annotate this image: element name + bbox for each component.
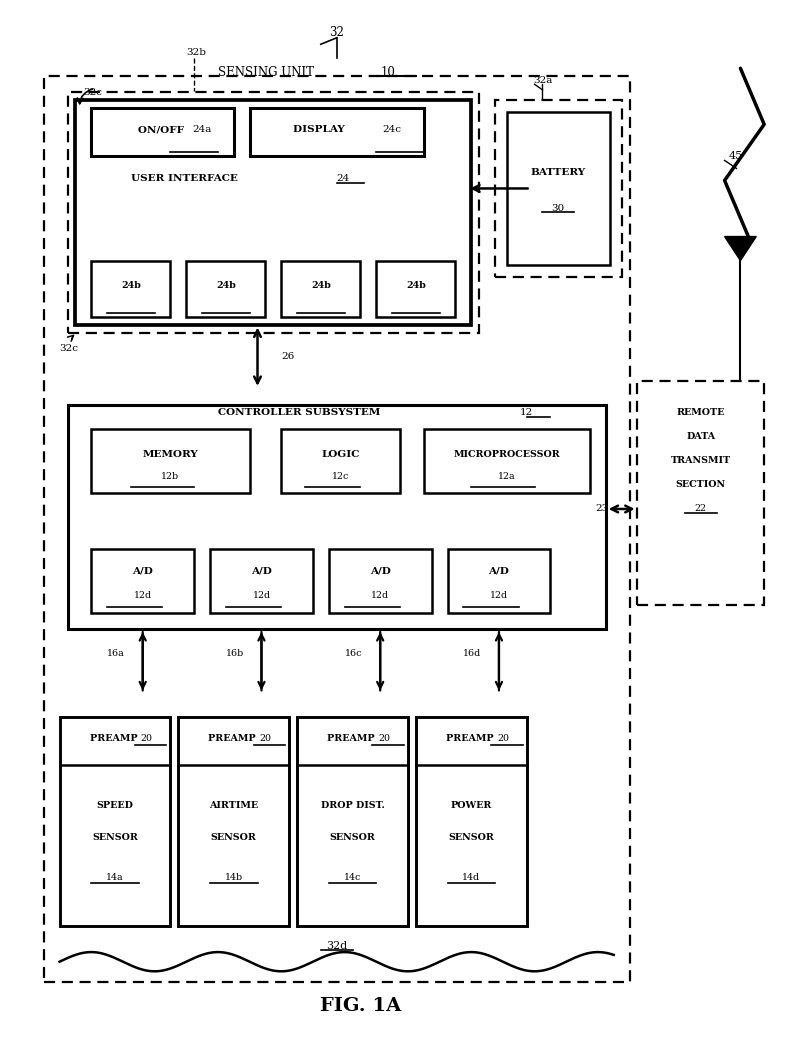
Text: 12d: 12d [252, 591, 270, 600]
Text: 12b: 12b [162, 472, 179, 481]
Bar [329, 549, 432, 613]
Bar [297, 717, 408, 926]
Text: BATTERY: BATTERY [530, 168, 586, 177]
Bar [507, 112, 610, 265]
Bar [424, 428, 590, 492]
Text: 32b: 32b [186, 47, 206, 57]
Text: 12d: 12d [134, 591, 152, 600]
Text: 23: 23 [595, 504, 609, 513]
Bar [67, 92, 479, 333]
Text: 32c: 32c [83, 88, 102, 97]
Text: DATA: DATA [686, 433, 715, 441]
Text: 16c: 16c [345, 649, 362, 657]
Text: MICROPROCESSOR: MICROPROCESSOR [454, 450, 560, 459]
Text: 14b: 14b [225, 873, 243, 882]
Text: A/D: A/D [251, 567, 272, 576]
Text: 20: 20 [378, 734, 390, 743]
Text: 32c: 32c [59, 344, 78, 353]
Text: TRANSMIT: TRANSMIT [670, 457, 731, 465]
Text: A/D: A/D [489, 567, 510, 576]
Text: PREAMP: PREAMP [446, 734, 497, 743]
Text: PREAMP: PREAMP [327, 734, 378, 743]
Bar [250, 108, 424, 156]
Text: 24b: 24b [121, 281, 141, 290]
Text: FIG. 1A: FIG. 1A [320, 996, 401, 1014]
Text: PREAMP: PREAMP [208, 734, 259, 743]
Text: 32d: 32d [326, 941, 347, 950]
Bar [376, 260, 455, 317]
Text: LOGIC: LOGIC [322, 450, 360, 459]
Bar [210, 549, 313, 613]
Text: 30: 30 [552, 204, 565, 213]
Text: DROP DIST.: DROP DIST. [321, 801, 385, 810]
Text: 24: 24 [337, 174, 350, 184]
Bar [638, 381, 764, 605]
Text: 16b: 16b [226, 649, 244, 657]
Text: SENSOR: SENSOR [448, 833, 494, 842]
Bar [495, 101, 622, 276]
Text: SENSOR: SENSOR [211, 833, 257, 842]
Bar [75, 101, 471, 324]
Text: 12d: 12d [371, 591, 390, 600]
Text: 32a: 32a [533, 76, 552, 85]
Text: 24b: 24b [406, 281, 426, 290]
Bar [44, 77, 630, 982]
Bar [282, 260, 361, 317]
Text: 12: 12 [520, 408, 534, 417]
Text: REMOTE: REMOTE [677, 408, 725, 417]
Text: 12d: 12d [490, 591, 508, 600]
Text: 20: 20 [497, 734, 509, 743]
Text: 12a: 12a [498, 472, 516, 481]
Bar [91, 260, 170, 317]
Text: 14c: 14c [344, 873, 361, 882]
Text: 14d: 14d [462, 873, 480, 882]
Bar [67, 405, 606, 629]
Text: CONTROLLER SUBSYSTEM: CONTROLLER SUBSYSTEM [218, 408, 384, 417]
Text: 10: 10 [380, 66, 395, 79]
Text: A/D: A/D [132, 567, 153, 576]
Text: SECTION: SECTION [676, 481, 726, 489]
Text: 24a: 24a [192, 125, 212, 134]
Bar [447, 549, 550, 613]
Text: SENSOR: SENSOR [92, 833, 138, 842]
Text: 20: 20 [141, 734, 153, 743]
Text: 22: 22 [695, 504, 707, 513]
Bar [91, 549, 194, 613]
Text: 45: 45 [729, 151, 742, 162]
Text: 14a: 14a [106, 873, 124, 882]
Text: AIRTIME: AIRTIME [209, 801, 258, 810]
Text: 24c: 24c [382, 125, 402, 134]
Polygon shape [725, 236, 756, 260]
Text: A/D: A/D [370, 567, 390, 576]
Text: 12c: 12c [332, 472, 350, 481]
Text: 24b: 24b [311, 281, 330, 290]
Text: PREAMP: PREAMP [90, 734, 141, 743]
Text: 16a: 16a [107, 649, 125, 657]
Text: 32: 32 [330, 25, 344, 39]
Bar [91, 108, 234, 156]
Text: ON/OFF: ON/OFF [138, 125, 187, 134]
Text: SENSOR: SENSOR [330, 833, 375, 842]
Text: 20: 20 [259, 734, 271, 743]
Bar [186, 260, 266, 317]
Text: SPEED: SPEED [97, 801, 134, 810]
Bar [59, 717, 170, 926]
Text: 16d: 16d [463, 649, 482, 657]
Text: USER INTERFACE: USER INTERFACE [131, 174, 242, 184]
Text: 26: 26 [282, 352, 294, 361]
Text: SENSING UNIT: SENSING UNIT [218, 66, 318, 79]
Text: 24b: 24b [216, 281, 236, 290]
Bar [178, 717, 289, 926]
Text: DISPLAY: DISPLAY [293, 125, 349, 134]
Bar [91, 428, 250, 492]
Text: MEMORY: MEMORY [142, 450, 198, 459]
Bar [282, 428, 400, 492]
Text: POWER: POWER [450, 801, 492, 810]
Bar [416, 717, 526, 926]
